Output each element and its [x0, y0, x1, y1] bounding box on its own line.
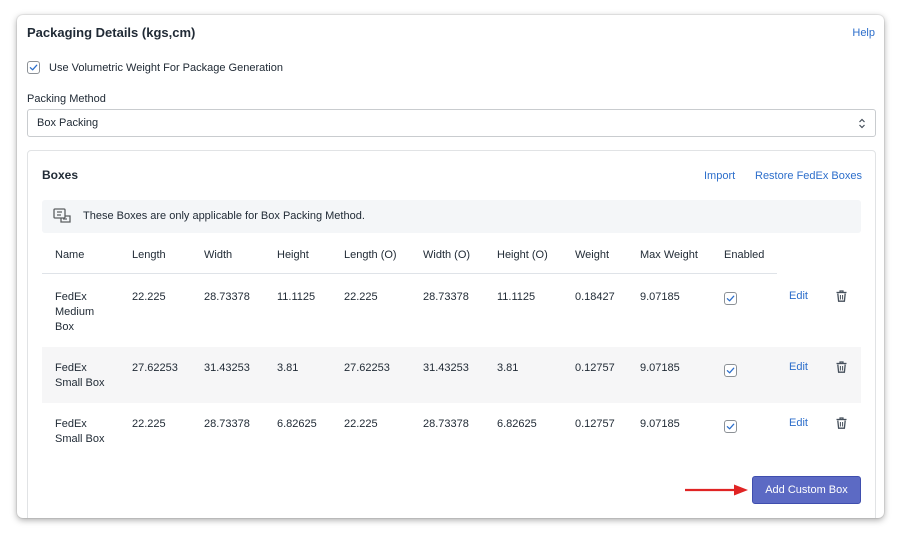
restore-fedex-boxes-link[interactable]: Restore FedEx Boxes	[755, 170, 862, 182]
box-width-outer: 28.73378	[423, 418, 469, 430]
box-weight: 0.12757	[575, 418, 615, 430]
packing-method-label: Packing Method	[27, 93, 106, 105]
box-name: FedEx Small Box	[55, 361, 115, 391]
box-info-icon	[53, 208, 71, 223]
box-name-line: Small Box	[55, 377, 105, 389]
column-header-length-outer: Length (O)	[344, 249, 397, 261]
column-header-width-outer: Width (O)	[423, 249, 471, 261]
enabled-checkbox[interactable]	[724, 364, 737, 377]
import-link[interactable]: Import	[704, 170, 736, 182]
trash-icon[interactable]	[836, 361, 847, 373]
boxes-panel: Boxes Import Restore FedEx Boxes These B…	[27, 150, 876, 518]
red-arrow-icon	[685, 484, 748, 496]
box-name-line: FedEx	[55, 362, 87, 374]
box-height: 6.82625	[277, 418, 317, 430]
packing-method-value: Box Packing	[37, 117, 99, 129]
column-header-length: Length	[132, 249, 166, 261]
column-header-enabled: Enabled	[724, 249, 765, 261]
box-length: 22.225	[132, 418, 166, 430]
box-width: 28.73378	[204, 418, 250, 430]
volumetric-weight-label: Use Volumetric Weight For Package Genera…	[49, 61, 283, 74]
column-header-height-outer: Height (O)	[497, 249, 548, 261]
box-max-weight: 9.07185	[640, 291, 680, 303]
enabled-checkbox[interactable]	[724, 292, 737, 305]
select-chevron-icon	[859, 118, 865, 129]
check-icon	[726, 295, 735, 302]
box-width: 28.73378	[204, 291, 250, 303]
table-row: FedEx Small Box 27.62253 31.43253 3.81 2…	[42, 347, 861, 403]
box-weight: 0.18427	[575, 291, 615, 303]
boxes-title: Boxes	[42, 168, 79, 182]
box-height-outer: 11.1125	[497, 291, 536, 303]
packing-method-select[interactable]: Box Packing	[27, 109, 876, 137]
check-icon	[29, 64, 38, 71]
column-header-height: Height	[277, 249, 309, 261]
box-length-outer: 22.225	[344, 418, 378, 430]
box-weight: 0.12757	[575, 362, 615, 374]
table-row: FedEx Medium Box 22.225 28.73378 11.1125…	[42, 275, 861, 347]
edit-box-button[interactable]: Edit	[789, 417, 808, 429]
add-custom-box-button[interactable]: Add Custom Box	[752, 476, 861, 504]
box-name-line: Small Box	[55, 433, 105, 445]
packaging-details-card: Packaging Details (kgs,cm) Help Use Volu…	[17, 15, 884, 518]
table-row: FedEx Small Box 22.225 28.73378 6.82625 …	[42, 403, 861, 460]
box-name-line: Box	[55, 321, 74, 333]
check-icon	[726, 423, 735, 430]
edit-box-button[interactable]: Edit	[789, 361, 808, 373]
column-header-weight: Weight	[575, 249, 610, 261]
box-name-line: Medium	[55, 306, 95, 318]
box-length: 22.225	[132, 291, 166, 303]
box-name: FedEx Small Box	[55, 417, 115, 447]
box-name-line: FedEx	[55, 418, 87, 430]
table-header-divider	[42, 273, 777, 274]
box-name: FedEx Medium Box	[55, 290, 115, 335]
box-width-outer: 31.43253	[423, 362, 469, 374]
check-icon	[726, 367, 735, 374]
column-header-width: Width	[204, 249, 233, 261]
box-max-weight: 9.07185	[640, 362, 680, 374]
volumetric-weight-option[interactable]: Use Volumetric Weight For Package Genera…	[27, 61, 283, 74]
box-width: 31.43253	[204, 362, 250, 374]
card-title: Packaging Details (kgs,cm)	[27, 25, 196, 40]
box-height-outer: 6.82625	[497, 418, 537, 430]
volumetric-weight-checkbox[interactable]	[27, 61, 40, 74]
box-height: 11.1125	[277, 291, 316, 303]
box-name-line: FedEx	[55, 291, 87, 303]
box-length-outer: 27.62253	[344, 362, 390, 374]
help-link[interactable]: Help	[852, 27, 875, 39]
trash-icon[interactable]	[836, 417, 847, 429]
column-header-max-weight: Max Weight	[640, 249, 698, 261]
box-height-outer: 3.81	[497, 362, 519, 374]
box-height: 3.81	[277, 362, 299, 374]
trash-icon[interactable]	[836, 290, 847, 302]
box-max-weight: 9.07185	[640, 418, 680, 430]
edit-box-button[interactable]: Edit	[789, 290, 808, 302]
enabled-checkbox[interactable]	[724, 420, 737, 433]
box-width-outer: 28.73378	[423, 291, 469, 303]
box-length-outer: 22.225	[344, 291, 378, 303]
column-header-name: Name	[55, 249, 85, 261]
box-length: 27.62253	[132, 362, 178, 374]
info-banner-text: These Boxes are only applicable for Box …	[83, 210, 365, 222]
info-banner: These Boxes are only applicable for Box …	[42, 200, 861, 233]
